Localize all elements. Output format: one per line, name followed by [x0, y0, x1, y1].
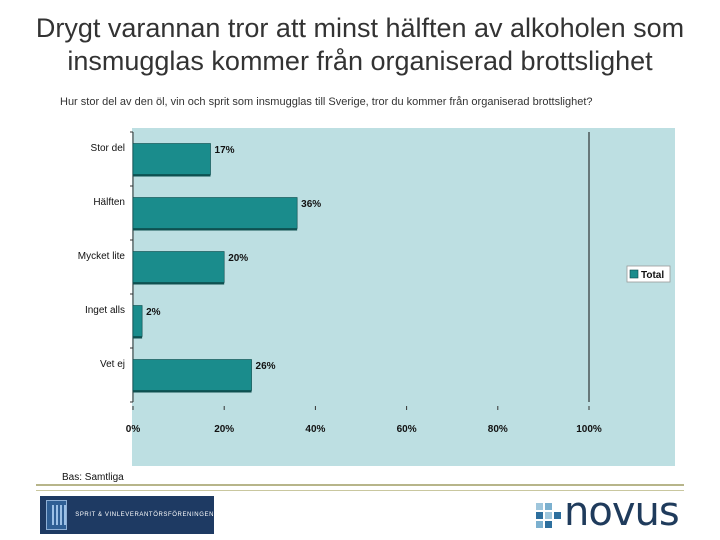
legend-swatch: [629, 269, 639, 279]
data-label: 36%: [301, 199, 321, 210]
sponsor-name: SPRIT & VINLEVERANTÖRSFÖRENINGEN: [75, 512, 214, 518]
category-label: Inget alls: [85, 305, 125, 316]
page-title-line-1: Drygt varannan tror att minst hälften av…: [35, 13, 685, 43]
x-tick-label: 40%: [305, 424, 325, 435]
x-tick-label: 0%: [126, 424, 141, 435]
bar: [132, 305, 143, 337]
novus-logo: novus: [536, 492, 686, 532]
page-title: Drygt varannan tror att minst hälften av…: [0, 12, 720, 78]
base-label: Bas: Samtliga: [62, 472, 124, 483]
category-label: Stor del: [91, 143, 125, 154]
sponsor-emblem-icon: [46, 500, 69, 530]
sponsor-logo: SPRIT & VINLEVERANTÖRSFÖRENINGEN: [40, 496, 214, 534]
data-label: 26%: [256, 361, 276, 372]
x-tick-label: 60%: [397, 424, 417, 435]
question-text: Hur stor del av den öl, vin och sprit so…: [60, 96, 593, 108]
category-label: Vet ej: [100, 359, 125, 370]
footer-divider: [36, 484, 684, 486]
bar-chart: Stor del 17% Hälften 36% Mycket lite 20% Inget…: [78, 128, 675, 466]
chart-panel: Stor del 17% Hälften 36% Mycket lite 20% Inget…: [60, 128, 675, 466]
category-label: Hälften: [93, 197, 125, 208]
novus-wordmark: novus: [564, 489, 680, 535]
bar: [132, 359, 252, 391]
plot-background: [132, 128, 675, 466]
data-label: 17%: [215, 145, 235, 156]
bar: [132, 197, 298, 229]
x-tick-label: 100%: [576, 424, 602, 435]
footer-divider-thin: [36, 490, 684, 491]
novus-grid-icon: [536, 503, 562, 528]
bar: [132, 251, 225, 283]
data-label: 20%: [228, 253, 248, 264]
category-label: Mycket lite: [78, 251, 126, 262]
legend-label: Total: [641, 270, 664, 281]
data-label: 2%: [146, 307, 161, 318]
x-tick-label: 20%: [214, 424, 234, 435]
bar: [132, 143, 211, 175]
page-title-line-2: insmugglas kommer från organiserad brott…: [67, 46, 653, 76]
x-tick-label: 80%: [488, 424, 508, 435]
